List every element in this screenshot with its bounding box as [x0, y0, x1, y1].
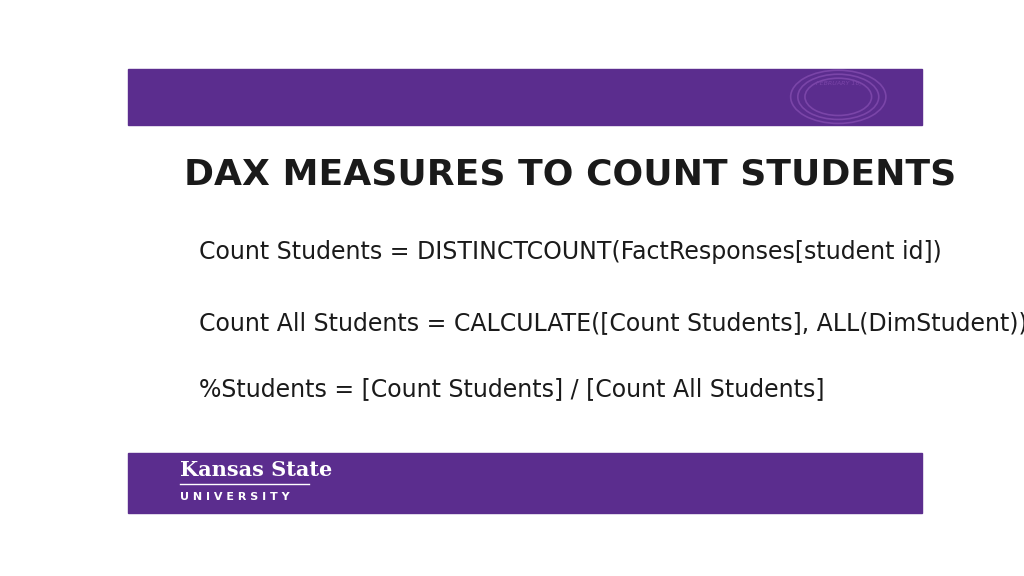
Text: DAX MEASURES TO COUNT STUDENTS: DAX MEASURES TO COUNT STUDENTS	[183, 158, 955, 192]
Text: Kansas State: Kansas State	[179, 460, 332, 480]
Bar	[128, 69, 922, 124]
Text: Count Students = DISTINCTCOUNT(FactResponses[student id]): Count Students = DISTINCTCOUNT(FactRespo…	[200, 240, 942, 264]
Text: FEBRUARY 16,: FEBRUARY 16,	[815, 81, 861, 86]
Text: %Students = [Count Students] / [Count All Students]: %Students = [Count Students] / [Count Al…	[200, 377, 825, 401]
Bar	[128, 453, 922, 513]
Text: U N I V E R S I T Y: U N I V E R S I T Y	[179, 492, 289, 502]
Text: Count All Students = CALCULATE([Count Students], ALL(DimStudent)): Count All Students = CALCULATE([Count St…	[200, 311, 1024, 335]
